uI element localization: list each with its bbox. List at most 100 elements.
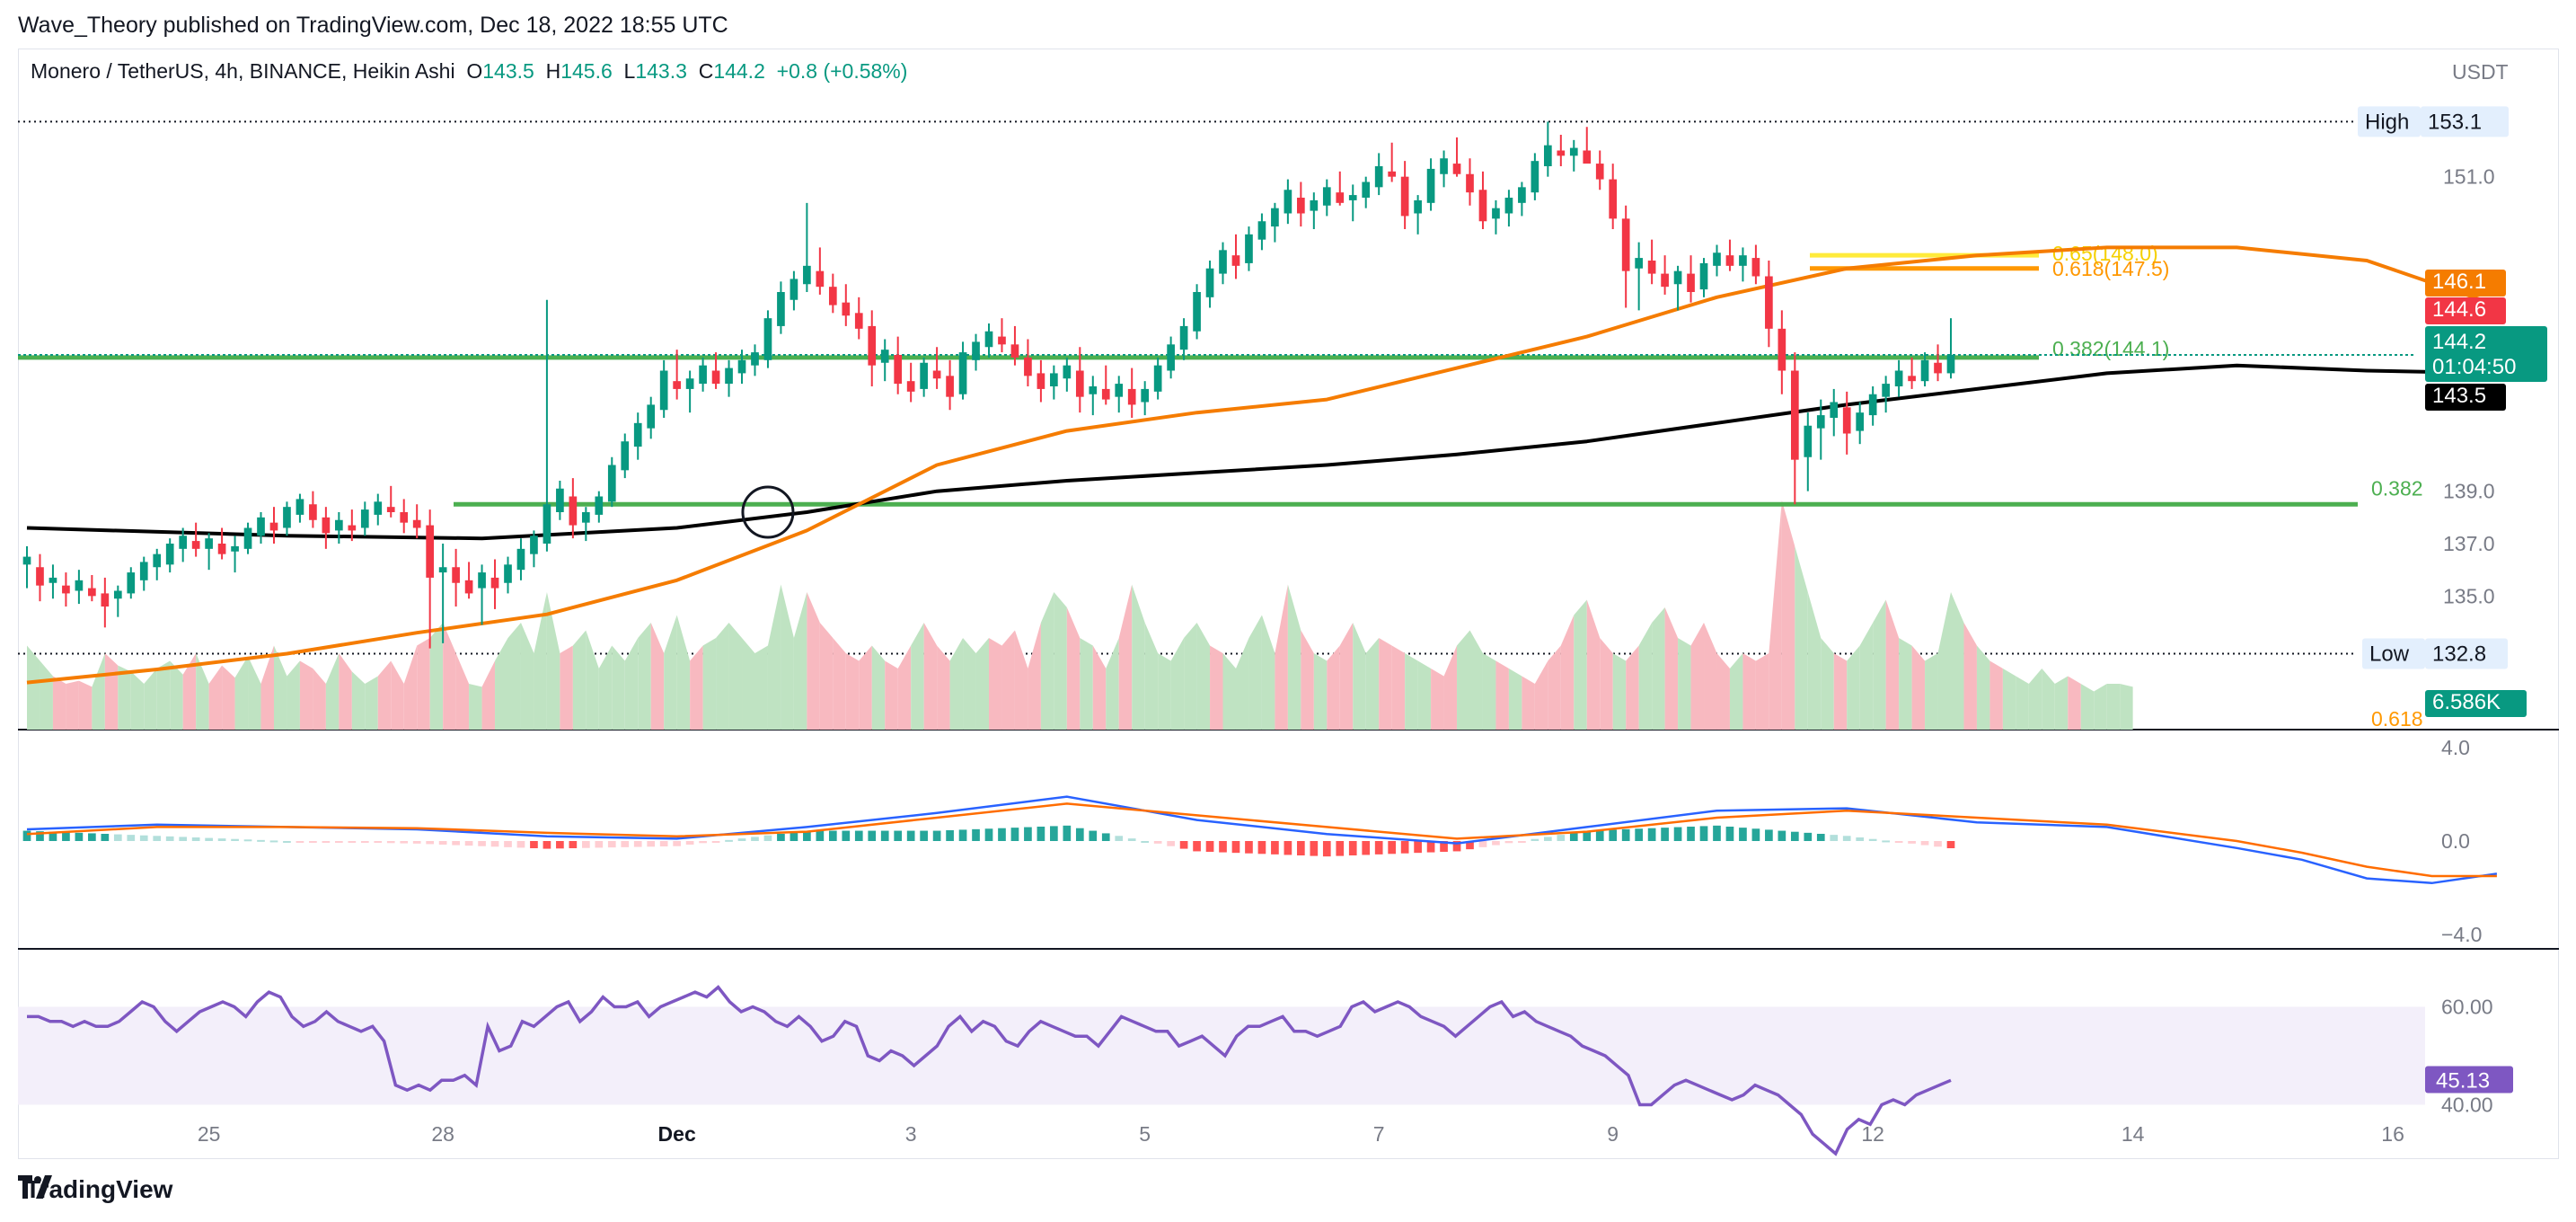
candle-body	[490, 577, 499, 589]
macd-histogram-bar	[165, 836, 174, 841]
volume-segment	[1873, 599, 1886, 730]
volume-segment	[612, 645, 625, 730]
volume-segment	[1405, 653, 1418, 730]
volume-segment	[1534, 660, 1548, 730]
candle-body	[543, 504, 551, 544]
candle-body	[179, 536, 188, 549]
volume-segment	[1560, 615, 1575, 730]
macd-histogram-bar	[1882, 840, 1890, 843]
macd-histogram-bar	[659, 841, 668, 847]
volume-segment	[144, 669, 157, 730]
macd-histogram-bar	[452, 841, 460, 846]
high-value-box	[2421, 106, 2509, 137]
volume-segment	[1443, 645, 1458, 730]
candle-body	[1297, 198, 1305, 214]
volume-segment	[1495, 660, 1509, 730]
volume-segment	[1469, 630, 1483, 730]
volume-segment	[1028, 623, 1041, 730]
macd-histogram-bar	[1621, 828, 1630, 841]
volume-segment	[104, 653, 119, 730]
macd-histogram-bar	[1127, 838, 1136, 841]
price-tick-label: 137.0	[2443, 532, 2495, 555]
macd-histogram-bar	[400, 841, 409, 844]
macd-histogram-bar	[1426, 841, 1435, 853]
candle-body	[113, 590, 122, 599]
legend-close: 144.2	[713, 59, 765, 83]
volume-segment	[495, 638, 508, 730]
volume-segment	[1196, 623, 1211, 730]
macd-histogram-bar	[1037, 826, 1045, 841]
golden-cross-circle	[741, 485, 795, 539]
time-tick-label: 28	[431, 1122, 454, 1146]
macd-histogram-bar	[685, 841, 694, 846]
macd-histogram-bar	[1284, 841, 1292, 855]
fib-label-0382-upper: 0.382(144.1)	[2052, 337, 2169, 360]
volume-segment	[222, 665, 235, 730]
macd-histogram-bar	[790, 832, 798, 841]
volume-segment	[40, 660, 53, 730]
candle-body	[1894, 370, 1903, 386]
volume-segment	[1040, 592, 1054, 730]
volume-segment	[1925, 653, 1938, 730]
macd-tick-label: −4.0	[2441, 923, 2482, 946]
candle-body	[803, 265, 811, 285]
candle-body	[1647, 261, 1656, 274]
candle-body	[1400, 176, 1409, 217]
candle-body	[595, 496, 604, 515]
volume-segment	[2106, 684, 2121, 730]
candle-body	[412, 519, 421, 528]
rsi-line	[27, 985, 1952, 1156]
volume-segment	[208, 665, 223, 730]
price-tick-label: 135.0	[2443, 584, 2495, 607]
volume-segment	[507, 623, 521, 730]
macd-histogram-bar	[751, 837, 759, 841]
macd-histogram-bar	[1868, 838, 1877, 841]
volume-segment	[520, 623, 534, 730]
candle-body	[647, 404, 656, 429]
volume-segment	[2028, 669, 2042, 730]
candle-body	[1388, 171, 1397, 177]
volume-segment	[92, 653, 105, 730]
candle-body	[1179, 325, 1188, 350]
macd-histogram-bar	[36, 831, 44, 841]
low-label-box	[2362, 638, 2425, 669]
macd-histogram-bar	[1440, 841, 1448, 853]
macd-histogram-bar	[1699, 826, 1708, 841]
price-tag-current-box	[2425, 326, 2547, 382]
volume-segment	[1327, 645, 1340, 730]
macd-histogram-bar	[1257, 841, 1266, 855]
macd-histogram-bar	[737, 838, 746, 841]
volume-segment	[325, 653, 340, 730]
volume-segment	[1807, 592, 1822, 730]
volume-segment	[234, 656, 249, 730]
volume-segment	[1586, 599, 1601, 730]
candle-body	[1141, 388, 1150, 403]
volume-segment	[2120, 684, 2133, 730]
macd-histogram-bar	[920, 830, 928, 841]
macd-histogram-bar	[1219, 841, 1227, 853]
time-tick-label: 14	[2122, 1122, 2145, 1146]
macd-histogram-bar	[1609, 829, 1618, 841]
volume-segment	[1678, 638, 1691, 730]
volume-segment	[130, 671, 145, 730]
volume-segment	[1313, 653, 1328, 730]
volume-segment	[1261, 615, 1275, 730]
macd-histogram-bar	[1153, 841, 1162, 844]
candle-body	[191, 541, 200, 549]
candle-body	[1557, 150, 1566, 156]
candle-body	[478, 572, 486, 589]
volume-segment	[78, 680, 93, 730]
candle-body	[1414, 199, 1422, 214]
macd-histogram-bar	[269, 840, 278, 843]
macd-histogram-bar	[1725, 826, 1734, 841]
candle-body	[516, 548, 525, 571]
price-tick-label: 151.0	[2443, 165, 2495, 189]
chart-canvas[interactable]: USDT151.0139.0137.0135.00.65(148.0)0.618…	[0, 0, 2576, 1168]
macd-histogram-bar	[127, 835, 136, 841]
volume-segment	[1522, 676, 1535, 730]
tradingview-footer: TradingView	[18, 1175, 172, 1204]
macd-histogram-bar	[880, 830, 889, 841]
symbol-name[interactable]: Monero / TetherUS, 4h, BINANCE, Heikin A…	[31, 59, 455, 83]
volume-segment	[1899, 638, 1912, 730]
candle-body	[269, 522, 278, 531]
